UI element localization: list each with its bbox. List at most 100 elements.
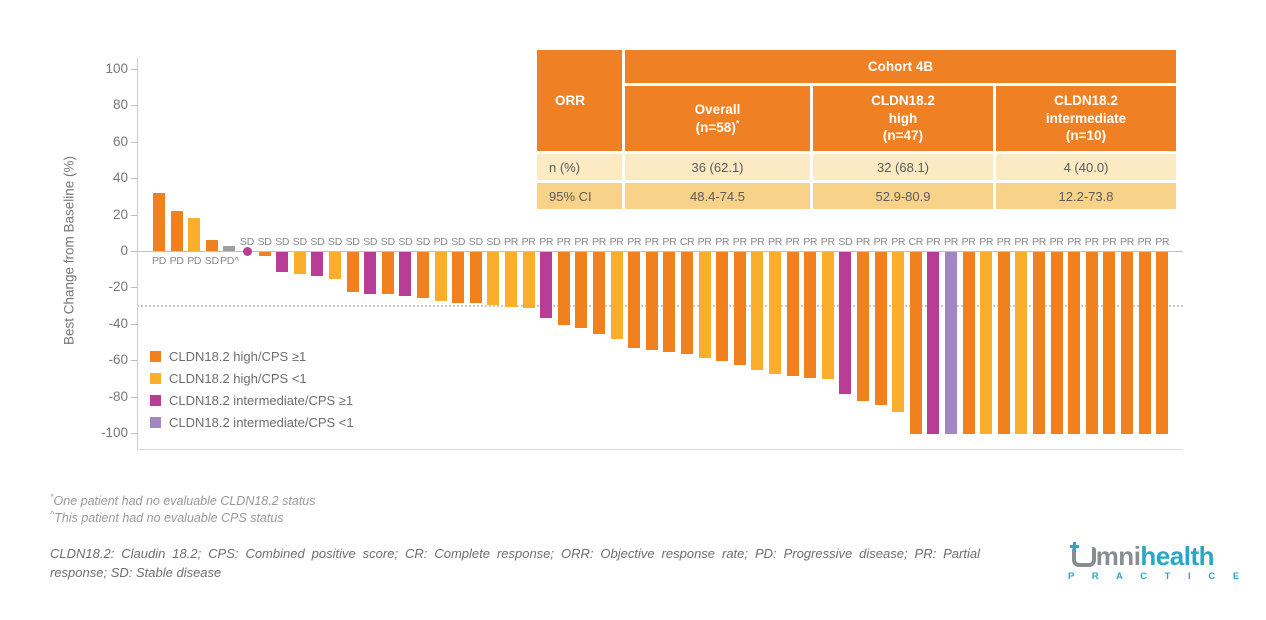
waterfall-bar: [821, 252, 834, 380]
y-tick-label: -40: [108, 315, 128, 331]
waterfall-bar: [540, 252, 553, 318]
legend-swatch: [150, 350, 161, 362]
response-label: SD: [380, 236, 395, 248]
response-label: PR: [926, 236, 941, 248]
y-tick-mark: [131, 396, 137, 398]
waterfall-bar: [980, 252, 993, 434]
table-column-header: CLDN18.2 intermediate (n=10): [996, 86, 1176, 151]
response-label: SD: [416, 236, 430, 248]
waterfall-bar: [364, 252, 377, 294]
y-tick-mark: [131, 178, 137, 180]
waterfall-bar: [733, 252, 746, 365]
legend-item: CLDN18.2 intermediate/CPS ≥1: [150, 389, 354, 411]
response-label: PR: [803, 236, 818, 248]
response-label: SD: [292, 236, 307, 248]
response-label: PR: [662, 236, 677, 248]
patient-dot: [242, 246, 252, 256]
waterfall-bar: [170, 210, 183, 251]
logo-text-teal: health: [1140, 541, 1214, 571]
response-label: CR: [679, 236, 695, 248]
response-label: PR: [1014, 236, 1029, 248]
y-tick-mark: [131, 214, 137, 216]
response-label: PR: [944, 236, 958, 248]
waterfall-bar: [804, 252, 817, 378]
response-label: PR: [1032, 236, 1046, 248]
waterfall-bar: [452, 252, 465, 303]
waterfall-bar: [698, 252, 711, 358]
waterfall-bar: [381, 252, 394, 294]
response-label: SD: [275, 236, 290, 248]
waterfall-bar: [1015, 252, 1028, 434]
response-label: PR: [820, 236, 835, 248]
y-tick-mark: [131, 287, 137, 289]
waterfall-bar: [557, 252, 570, 325]
response-label: SD: [204, 255, 219, 267]
y-tick-label: 20: [112, 206, 128, 222]
waterfall-bar: [205, 240, 218, 251]
legend-swatch: [150, 372, 161, 384]
waterfall-bar: [399, 252, 412, 296]
waterfall-bar: [839, 252, 852, 394]
legend-label: CLDN18.2 high/CPS ≥1: [169, 348, 307, 364]
waterfall-bar: [610, 252, 623, 340]
y-tick-mark: [131, 360, 137, 362]
y-tick-mark: [131, 433, 137, 434]
response-label: PR: [539, 236, 554, 248]
response-label: PR: [627, 236, 642, 248]
orr-table: ORR Cohort 4B Overall (n=58)* CLDN18.2 high (n…: [537, 50, 1176, 209]
response-label: SD: [451, 236, 466, 248]
table-value-cell: 32 (68.1): [813, 154, 993, 180]
response-label: PR: [732, 236, 747, 248]
table-corner-orr: ORR: [537, 50, 622, 151]
response-label: PR: [979, 236, 994, 248]
waterfall-bar: [874, 252, 887, 405]
waterfall-bar: [909, 252, 922, 434]
minus-30-reference-line: [137, 305, 1183, 307]
table-value-cell: 48.4-74.5: [625, 183, 810, 209]
table-column-header: CLDN18.2 high (n=47): [813, 86, 993, 151]
response-label: SD: [486, 236, 501, 248]
table-value-cell: 4 (40.0): [996, 154, 1176, 180]
response-label: PR: [1137, 236, 1152, 248]
response-label: PR: [750, 236, 765, 248]
table-value-cell: 12.2-73.8: [996, 183, 1176, 209]
legend-item: CLDN18.2 high/CPS ≥1: [150, 345, 354, 367]
waterfall-bar: [258, 252, 271, 256]
waterfall-bar: [329, 252, 341, 280]
response-label: PR: [1155, 236, 1170, 248]
footnote-line: ^This patient had no evaluable CPS statu…: [50, 508, 284, 525]
waterfall-bar: [575, 252, 588, 329]
legend-label: CLDN18.2 intermediate/CPS ≥1: [169, 392, 354, 408]
waterfall-bar: [1138, 252, 1151, 434]
response-label: PR: [609, 236, 624, 248]
response-label: PR: [996, 236, 1011, 248]
chart-legend: CLDN18.2 high/CPS ≥1 CLDN18.2 high/CPS <1…: [150, 345, 354, 433]
waterfall-bar: [1156, 252, 1169, 434]
footnote-line: *One patient had no evaluable CLDN18.2 s…: [50, 491, 316, 508]
waterfall-bar: [276, 252, 289, 273]
logo-subtext: P R A C T I C E: [1068, 571, 1247, 582]
response-label: PR: [873, 236, 888, 248]
y-tick-label: 40: [112, 170, 128, 186]
response-label: PR: [697, 236, 712, 248]
waterfall-bar: [311, 252, 324, 276]
logo-omega-mark-icon: [1069, 542, 1096, 567]
waterfall-bar: [645, 252, 658, 351]
response-label: SD: [345, 236, 360, 248]
waterfall-bar: [1050, 252, 1063, 434]
y-tick-mark: [131, 69, 137, 70]
waterfall-bar: [945, 252, 957, 434]
y-tick-label: -60: [108, 352, 128, 368]
response-label: SD: [328, 236, 342, 248]
y-axis-title: Best Change from Baseline (%): [61, 155, 77, 346]
response-label: PR: [1084, 236, 1099, 248]
response-label: PD: [169, 255, 184, 267]
waterfall-bar: [487, 252, 500, 305]
response-label: PD: [187, 255, 202, 267]
plus-icon: [1069, 542, 1079, 551]
response-label: PR: [715, 236, 730, 248]
table-value-cell: 52.9-80.9: [813, 183, 993, 209]
response-label: PR: [504, 236, 518, 248]
abbreviations-text: CLDN18.2: Claudin 18.2; CPS: Combined po…: [50, 546, 980, 580]
response-label: PR: [856, 236, 870, 248]
